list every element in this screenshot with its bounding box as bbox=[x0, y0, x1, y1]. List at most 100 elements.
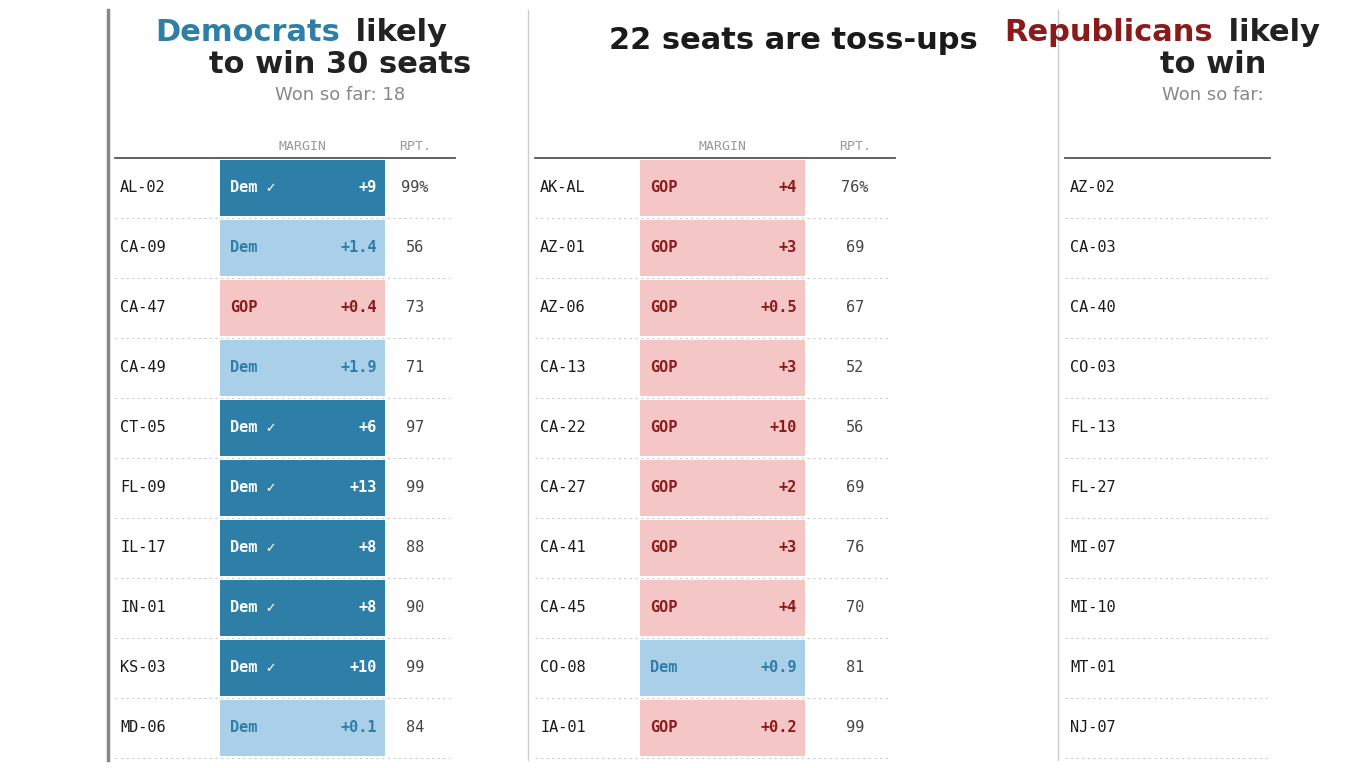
Text: GOP: GOP bbox=[650, 240, 678, 256]
Text: Republicans: Republicans bbox=[1004, 18, 1213, 47]
Text: 56: 56 bbox=[846, 421, 865, 435]
Text: 81: 81 bbox=[846, 660, 865, 676]
Text: +1.9: +1.9 bbox=[340, 360, 377, 376]
Text: +9: +9 bbox=[359, 180, 377, 196]
Text: +10: +10 bbox=[769, 421, 796, 435]
Text: MI-10: MI-10 bbox=[1070, 601, 1116, 615]
Text: to win 30 seats: to win 30 seats bbox=[209, 50, 471, 79]
Text: FL-09: FL-09 bbox=[120, 481, 165, 495]
Text: Dem: Dem bbox=[229, 360, 257, 376]
Bar bbox=[220, 460, 385, 516]
Text: 67: 67 bbox=[846, 300, 865, 316]
Text: GOP: GOP bbox=[650, 180, 678, 196]
Text: CA-41: CA-41 bbox=[540, 541, 586, 555]
Text: CO-08: CO-08 bbox=[540, 660, 586, 676]
Text: KS-03: KS-03 bbox=[120, 660, 165, 676]
Text: Dem ✓: Dem ✓ bbox=[229, 660, 276, 676]
Text: CA-27: CA-27 bbox=[540, 481, 586, 495]
Text: 90: 90 bbox=[406, 601, 423, 615]
Text: FL-27: FL-27 bbox=[1070, 481, 1116, 495]
Text: MARGIN: MARGIN bbox=[698, 140, 746, 153]
Text: likely: likely bbox=[1218, 18, 1320, 47]
Text: +3: +3 bbox=[779, 240, 796, 256]
Text: likely: likely bbox=[346, 18, 447, 47]
Bar bbox=[641, 400, 805, 456]
Text: 99: 99 bbox=[406, 481, 423, 495]
Text: CA-13: CA-13 bbox=[540, 360, 586, 376]
Text: Dem ✓: Dem ✓ bbox=[229, 180, 276, 196]
Text: +0.4: +0.4 bbox=[340, 300, 377, 316]
Text: 84: 84 bbox=[406, 720, 423, 736]
Text: CA-40: CA-40 bbox=[1070, 300, 1116, 316]
Bar bbox=[641, 280, 805, 336]
Text: 99: 99 bbox=[846, 720, 865, 736]
Text: Won so far: 18: Won so far: 18 bbox=[275, 86, 406, 104]
Text: CA-09: CA-09 bbox=[120, 240, 165, 256]
Text: 69: 69 bbox=[846, 240, 865, 256]
Text: AZ-06: AZ-06 bbox=[540, 300, 586, 316]
Text: IN-01: IN-01 bbox=[120, 601, 165, 615]
Bar bbox=[641, 340, 805, 396]
Text: 76%: 76% bbox=[841, 180, 869, 196]
Bar bbox=[220, 640, 385, 696]
Text: +0.5: +0.5 bbox=[761, 300, 796, 316]
Text: FL-13: FL-13 bbox=[1070, 421, 1116, 435]
Text: MD-06: MD-06 bbox=[120, 720, 165, 736]
Text: AL-02: AL-02 bbox=[120, 180, 165, 196]
Text: 52: 52 bbox=[846, 360, 865, 376]
Text: RPT.: RPT. bbox=[399, 140, 432, 153]
Bar bbox=[641, 160, 805, 216]
Text: +0.1: +0.1 bbox=[340, 720, 377, 736]
Text: Dem ✓: Dem ✓ bbox=[229, 481, 276, 495]
Text: GOP: GOP bbox=[650, 481, 678, 495]
Text: 99: 99 bbox=[406, 660, 423, 676]
Text: +6: +6 bbox=[359, 421, 377, 435]
Text: Dem: Dem bbox=[650, 660, 678, 676]
Text: CA-03: CA-03 bbox=[1070, 240, 1116, 256]
Text: IL-17: IL-17 bbox=[120, 541, 165, 555]
Bar bbox=[220, 520, 385, 576]
Text: MI-07: MI-07 bbox=[1070, 541, 1116, 555]
Text: CA-45: CA-45 bbox=[540, 601, 586, 615]
Text: +4: +4 bbox=[779, 601, 796, 615]
Text: 71: 71 bbox=[406, 360, 423, 376]
Bar bbox=[220, 220, 385, 276]
Text: CO-03: CO-03 bbox=[1070, 360, 1116, 376]
Bar bbox=[641, 460, 805, 516]
Text: +10: +10 bbox=[350, 660, 377, 676]
Text: +4: +4 bbox=[779, 180, 796, 196]
Text: 99%: 99% bbox=[402, 180, 429, 196]
Text: Dem ✓: Dem ✓ bbox=[229, 601, 276, 615]
Text: GOP: GOP bbox=[650, 360, 678, 376]
Text: to win: to win bbox=[1160, 50, 1266, 79]
Text: Dem ✓: Dem ✓ bbox=[229, 421, 276, 435]
Text: +3: +3 bbox=[779, 360, 796, 376]
Text: +13: +13 bbox=[350, 481, 377, 495]
Bar bbox=[220, 400, 385, 456]
Text: Dem: Dem bbox=[229, 240, 257, 256]
Text: 69: 69 bbox=[846, 481, 865, 495]
Text: +0.9: +0.9 bbox=[761, 660, 796, 676]
Text: MARGIN: MARGIN bbox=[279, 140, 326, 153]
Text: 88: 88 bbox=[406, 541, 423, 555]
Bar bbox=[220, 340, 385, 396]
Text: GOP: GOP bbox=[229, 300, 257, 316]
Text: 56: 56 bbox=[406, 240, 423, 256]
Text: CA-22: CA-22 bbox=[540, 421, 586, 435]
Text: NJ-07: NJ-07 bbox=[1070, 720, 1116, 736]
Text: AZ-01: AZ-01 bbox=[540, 240, 586, 256]
Bar bbox=[641, 640, 805, 696]
Bar bbox=[641, 520, 805, 576]
Text: +8: +8 bbox=[359, 601, 377, 615]
Bar bbox=[220, 280, 385, 336]
Text: +3: +3 bbox=[779, 541, 796, 555]
Bar bbox=[220, 580, 385, 636]
Text: GOP: GOP bbox=[650, 300, 678, 316]
Text: MT-01: MT-01 bbox=[1070, 660, 1116, 676]
Text: 70: 70 bbox=[846, 601, 865, 615]
Text: GOP: GOP bbox=[650, 601, 678, 615]
Bar bbox=[220, 160, 385, 216]
Bar bbox=[641, 220, 805, 276]
Text: IA-01: IA-01 bbox=[540, 720, 586, 736]
Bar bbox=[641, 700, 805, 756]
